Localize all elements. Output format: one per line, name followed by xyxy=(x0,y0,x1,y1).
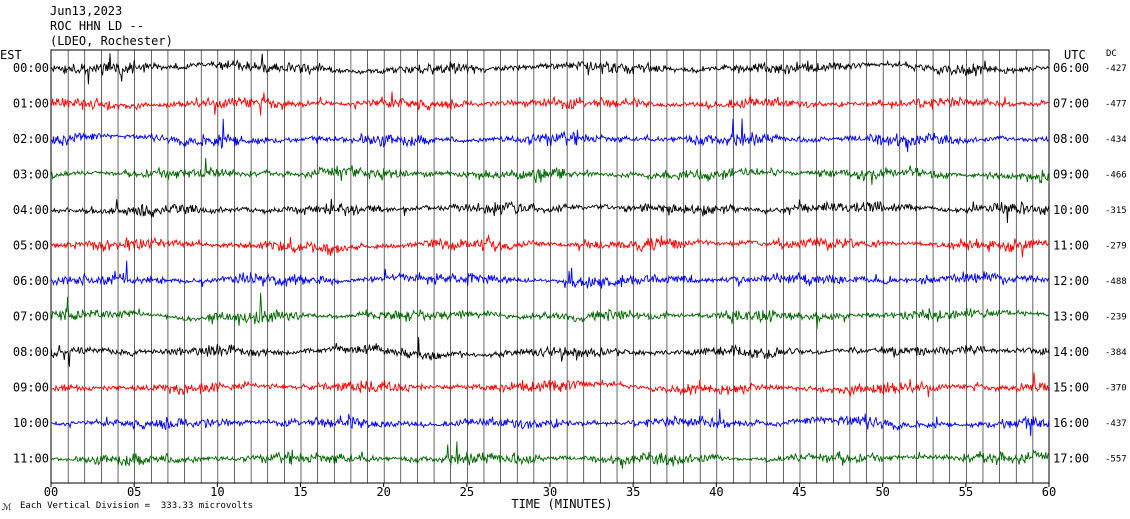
x-tick-label: 05 xyxy=(127,485,141,499)
x-tick-label: 50 xyxy=(875,485,889,499)
utc-hour-label: 13:00 xyxy=(1053,310,1089,324)
est-hour-label: 05:00 xyxy=(13,239,49,253)
est-hour-label: 01:00 xyxy=(13,97,49,111)
x-tick-label: 15 xyxy=(293,485,307,499)
trace-0400 xyxy=(50,198,1050,224)
est-hour-label: 03:00 xyxy=(13,168,49,182)
est-hour-label: 09:00 xyxy=(13,381,49,395)
x-tick-label: 55 xyxy=(959,485,973,499)
trace-0800 xyxy=(50,337,1050,367)
utc-hour-label: 11:00 xyxy=(1053,239,1089,253)
station-label: ROC HHN LD -- xyxy=(50,19,144,33)
est-hour-label: 08:00 xyxy=(13,345,49,359)
x-tick-label: 25 xyxy=(460,485,474,499)
scale-note: Each Vertical Division = 333.33 microvol… xyxy=(20,501,253,511)
trace-0200 xyxy=(51,118,1050,153)
utc-zone-label: UTC xyxy=(1064,48,1086,62)
dc-offset-label: -315 xyxy=(1105,206,1127,216)
dc-offset-label: -279 xyxy=(1105,242,1127,252)
x-tick-label: 20 xyxy=(376,485,390,499)
date-label: Jun13,2023 xyxy=(50,4,123,18)
x-tick-label: 00 xyxy=(44,485,58,499)
est-hour-label: 02:00 xyxy=(13,132,49,146)
est-hour-label: 11:00 xyxy=(13,452,49,466)
trace-1100 xyxy=(50,441,1050,469)
utc-hour-label: 16:00 xyxy=(1053,416,1089,430)
dc-header-label: DC xyxy=(1106,49,1117,59)
utc-hour-label: 06:00 xyxy=(1053,61,1089,75)
utc-hour-label: 08:00 xyxy=(1053,132,1089,146)
network-label: (LDEO, Rochester) xyxy=(50,34,173,48)
est-hour-label: 04:00 xyxy=(13,203,49,217)
scale-note-icon: ℳ xyxy=(2,503,12,513)
x-tick-label: 60 xyxy=(1042,485,1056,499)
plot-frame xyxy=(50,49,1050,484)
x-tick-label: 30 xyxy=(543,485,557,499)
x-tick-label: 10 xyxy=(210,485,224,499)
dc-offset-label: -477 xyxy=(1105,100,1127,110)
dc-offset-label: -434 xyxy=(1105,135,1127,145)
dc-offset-label: -427 xyxy=(1105,64,1127,74)
trace-0700 xyxy=(50,292,1050,329)
trace-0900 xyxy=(50,372,1050,398)
est-hour-label: 07:00 xyxy=(13,310,49,324)
dc-offset-label: -557 xyxy=(1105,455,1127,465)
utc-hour-label: 10:00 xyxy=(1053,203,1089,217)
x-tick-label: 35 xyxy=(626,485,640,499)
utc-hour-label: 17:00 xyxy=(1053,452,1089,466)
est-hour-label: 00:00 xyxy=(13,61,49,75)
trace-0100 xyxy=(50,91,1050,116)
trace-0000 xyxy=(50,53,1050,85)
trace-0300 xyxy=(50,157,1050,185)
dc-offset-label: -488 xyxy=(1105,277,1127,287)
utc-hour-label: 07:00 xyxy=(1053,97,1089,111)
est-hour-label: 10:00 xyxy=(13,416,49,430)
dc-offset-label: -239 xyxy=(1105,313,1127,323)
utc-hour-label: 15:00 xyxy=(1053,381,1089,395)
trace-1000 xyxy=(50,408,1050,437)
utc-hour-label: 09:00 xyxy=(1053,168,1089,182)
dc-offset-label: -437 xyxy=(1105,419,1127,429)
dc-offset-label: -466 xyxy=(1105,171,1127,181)
dc-offset-label: -370 xyxy=(1105,384,1127,394)
utc-hour-label: 12:00 xyxy=(1053,274,1089,288)
est-hour-label: 06:00 xyxy=(13,274,49,288)
x-tick-label: 45 xyxy=(792,485,806,499)
utc-hour-label: 14:00 xyxy=(1053,345,1089,359)
dc-offset-label: -384 xyxy=(1105,348,1127,358)
trace-0600 xyxy=(50,260,1050,289)
x-tick-label: 40 xyxy=(709,485,723,499)
est-zone-label: EST xyxy=(0,48,22,62)
trace-0500 xyxy=(50,234,1050,258)
x-axis-title: TIME (MINUTES) xyxy=(511,497,612,511)
